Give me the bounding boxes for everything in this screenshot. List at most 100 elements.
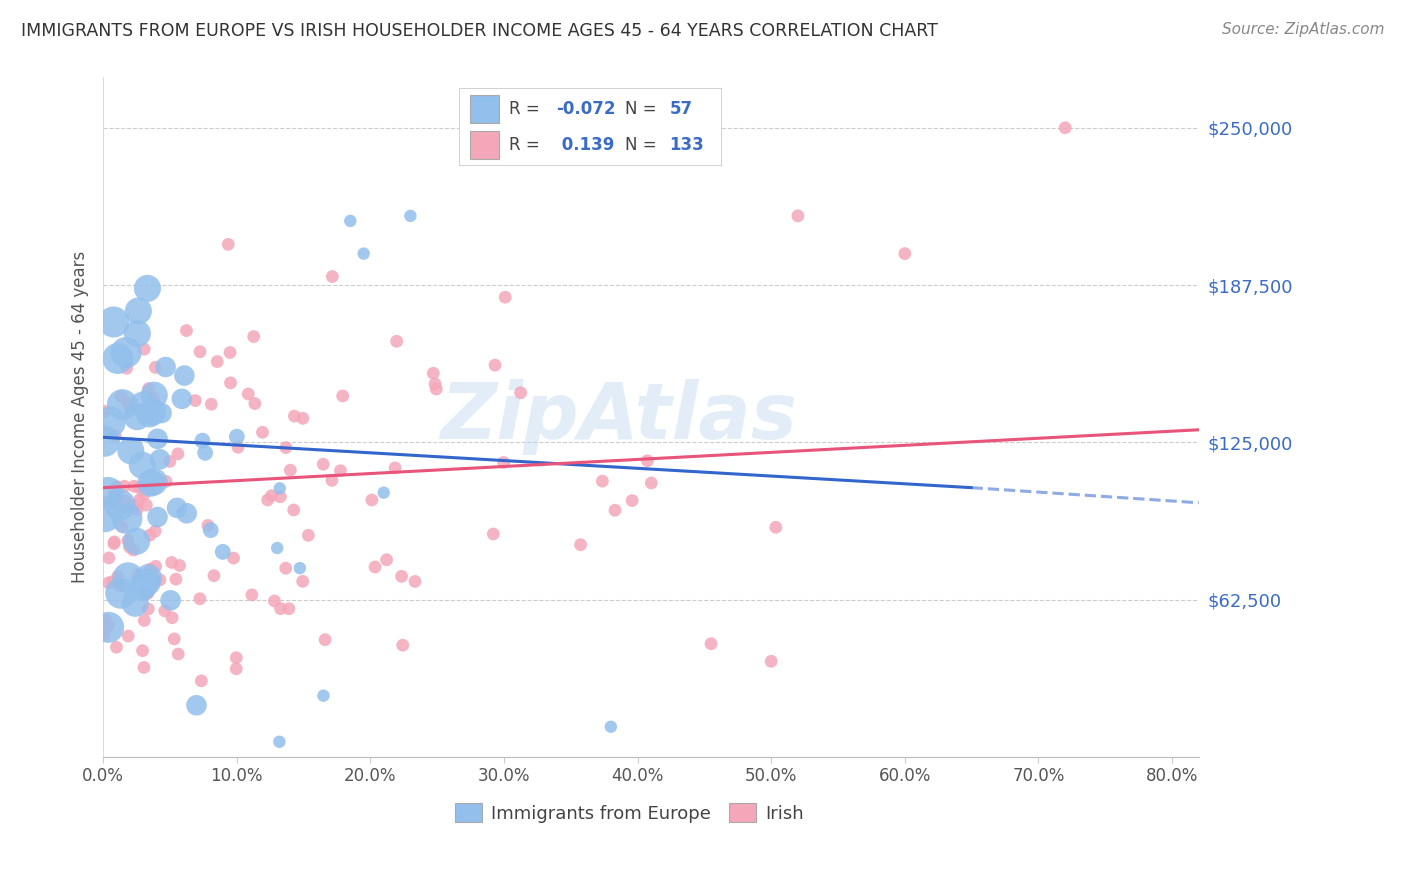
Point: [97, 620, 120, 634]
Point: [170, 392, 193, 406]
Point: [97, 485, 120, 500]
Point: [339, 214, 361, 228]
Point: [136, 281, 159, 295]
Point: [599, 720, 621, 734]
Point: [197, 518, 219, 533]
Point: [124, 499, 146, 513]
Point: [131, 581, 153, 595]
Point: [167, 647, 190, 661]
Point: [200, 397, 222, 411]
Point: [765, 520, 787, 534]
Point: [136, 575, 159, 590]
Point: [269, 482, 291, 496]
Point: [132, 488, 155, 502]
Point: [139, 476, 162, 491]
Point: [132, 660, 155, 674]
Point: [128, 492, 150, 507]
Point: [149, 452, 172, 467]
Point: [637, 454, 659, 468]
Point: [97, 550, 120, 565]
Point: [482, 527, 505, 541]
Point: [173, 368, 195, 383]
Point: [266, 541, 288, 555]
Point: [94, 509, 117, 524]
Point: [385, 334, 408, 349]
Point: [640, 475, 662, 490]
Point: [104, 494, 127, 508]
Point: [364, 560, 387, 574]
Point: [115, 345, 138, 359]
Point: [149, 573, 172, 587]
Point: [176, 506, 198, 520]
Point: [103, 486, 125, 500]
Point: [97, 619, 120, 633]
Point: [312, 457, 335, 471]
Point: [135, 498, 157, 512]
Point: [200, 523, 222, 537]
Text: IMMIGRANTS FROM EUROPE VS IRISH HOUSEHOLDER INCOME AGES 45 - 64 YEARS CORRELATIO: IMMIGRANTS FROM EUROPE VS IRISH HOUSEHOL…: [21, 22, 938, 40]
Point: [219, 376, 242, 390]
Point: [136, 571, 159, 585]
Point: [277, 601, 299, 615]
Point: [163, 632, 186, 646]
Point: [190, 673, 212, 688]
Point: [139, 482, 162, 496]
Point: [159, 454, 181, 468]
Point: [260, 489, 283, 503]
Point: [143, 524, 166, 539]
Point: [103, 535, 125, 549]
Point: [291, 574, 314, 589]
Point: [93, 434, 115, 449]
Point: [297, 528, 319, 542]
Point: [321, 473, 343, 487]
Point: [117, 533, 139, 548]
Point: [238, 387, 260, 401]
Point: [360, 493, 382, 508]
Point: [283, 503, 305, 517]
Point: [621, 493, 644, 508]
Point: [153, 604, 176, 618]
Point: [118, 400, 141, 414]
Point: [122, 479, 145, 493]
Text: ZipAtlas: ZipAtlas: [440, 379, 797, 455]
Point: [274, 561, 297, 575]
Point: [329, 464, 352, 478]
Point: [143, 360, 166, 375]
Point: [391, 638, 413, 652]
Point: [124, 596, 146, 610]
Point: [101, 574, 124, 589]
Point: [167, 447, 190, 461]
Point: [104, 429, 127, 443]
Point: [274, 441, 297, 455]
Point: [146, 432, 169, 446]
Point: [136, 602, 159, 616]
Point: [134, 614, 156, 628]
Point: [484, 358, 506, 372]
Point: [145, 559, 167, 574]
Point: [115, 361, 138, 376]
Point: [114, 494, 136, 508]
Point: [107, 351, 129, 366]
Point: [184, 393, 207, 408]
Point: [127, 326, 149, 341]
Point: [283, 409, 305, 424]
Point: [143, 475, 166, 489]
Point: [291, 411, 314, 425]
Point: [135, 585, 157, 599]
Point: [138, 382, 160, 396]
Point: [176, 324, 198, 338]
Point: [160, 556, 183, 570]
Legend: Immigrants from Europe, Irish: Immigrants from Europe, Irish: [454, 804, 803, 822]
Point: [700, 637, 723, 651]
Point: [591, 474, 613, 488]
Point: [103, 537, 125, 551]
Point: [93, 495, 115, 509]
Point: [112, 479, 135, 493]
Point: [166, 500, 188, 515]
Point: [603, 503, 626, 517]
Point: [422, 366, 444, 380]
Point: [188, 591, 211, 606]
Point: [894, 246, 917, 260]
Point: [225, 662, 247, 676]
Point: [135, 587, 157, 601]
